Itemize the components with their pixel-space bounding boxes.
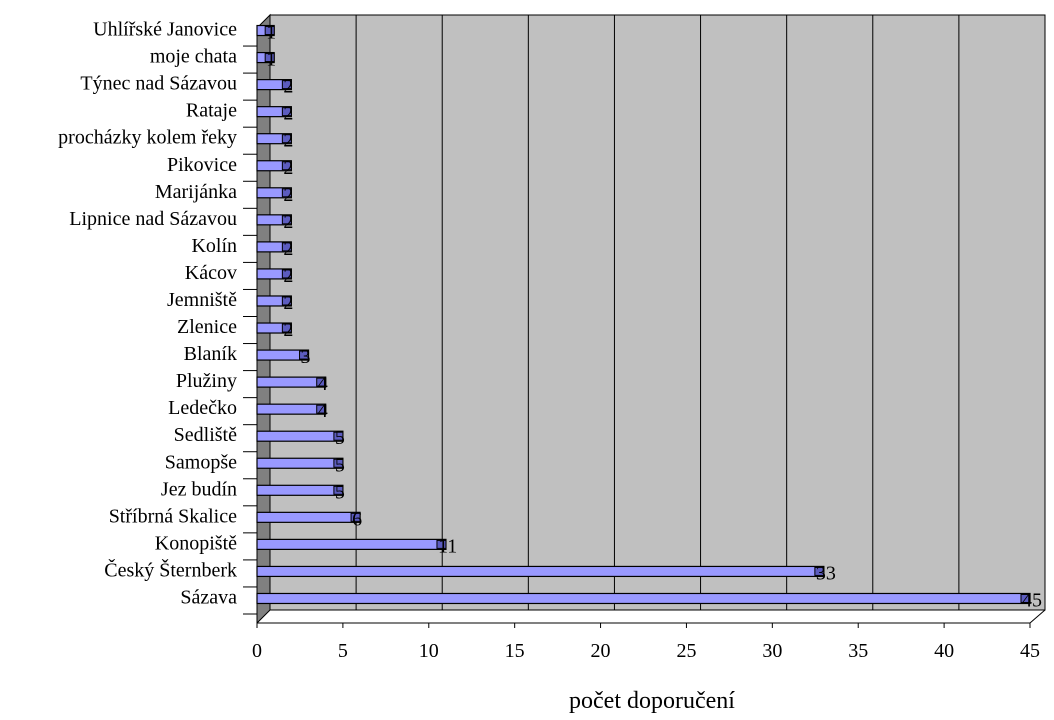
bar-end <box>1020 593 1031 603</box>
data-label: 2 <box>283 211 293 233</box>
data-label: 1 <box>266 49 276 71</box>
category-label: Rataje <box>186 100 237 122</box>
bar-end <box>264 53 275 63</box>
data-label: 2 <box>283 103 293 125</box>
data-label: 5 <box>335 481 345 503</box>
category-label: Blaník <box>184 343 237 365</box>
category-label: Týnec nad Sázavou <box>80 73 237 95</box>
x-tick-label: 45 <box>1020 640 1040 662</box>
category-label: Zlenice <box>177 316 237 338</box>
x-axis-title: počet doporučení <box>569 688 735 714</box>
bar <box>256 511 361 523</box>
data-label: 11 <box>438 535 457 557</box>
data-label: 2 <box>283 157 293 179</box>
category-label: Kácov <box>185 262 237 284</box>
category-label: Český Šternberk <box>104 557 237 581</box>
data-label: 4 <box>318 400 328 422</box>
bar-end <box>281 215 292 225</box>
category-label: Kolín <box>191 235 237 257</box>
category-label: Samopše <box>165 451 237 473</box>
x-tick-label: 30 <box>762 640 782 662</box>
category-label: Uhlířské Janovice <box>93 19 237 41</box>
x-tick-label: 0 <box>252 640 262 662</box>
category-label: Lipnice nad Sázavou <box>69 208 237 230</box>
bar <box>256 484 344 496</box>
bar-end <box>281 80 292 90</box>
x-tick-label: 10 <box>419 640 439 662</box>
data-label: 2 <box>283 130 293 152</box>
data-label: 2 <box>283 319 293 341</box>
category-label: Stříbrná Skalice <box>109 505 237 527</box>
bar-end <box>316 377 327 387</box>
category-labels: Uhlířské Janovice moje chata Týnec nad Sáz… <box>58 19 257 615</box>
bar-end <box>333 431 344 441</box>
bar <box>256 457 344 469</box>
plot-area <box>256 13 1046 625</box>
bar <box>256 376 327 388</box>
bar-end <box>281 323 292 333</box>
bar-end <box>281 296 292 306</box>
category-label: Sedliště <box>174 424 237 446</box>
bar-end <box>281 188 292 198</box>
bar-end <box>333 485 344 495</box>
bar-end <box>299 350 310 360</box>
bar-end <box>350 512 361 522</box>
bar-end <box>316 404 327 414</box>
bar-end <box>281 269 292 279</box>
bar-end <box>281 134 292 144</box>
bar <box>256 430 344 442</box>
x-tick-label: 5 <box>338 640 348 662</box>
category-label: Marijánka <box>155 181 237 203</box>
category-label: Sázava <box>180 586 237 608</box>
category-label: Plužiny <box>176 370 237 392</box>
bar <box>256 538 447 550</box>
category-label: Pikovice <box>167 154 237 176</box>
bar-end <box>814 566 825 576</box>
category-label: procházky kolem řeky <box>58 127 237 149</box>
bar-end <box>436 539 447 549</box>
x-tick-label: 20 <box>591 640 611 662</box>
data-label: 4 <box>318 373 328 395</box>
data-label: 2 <box>283 265 293 287</box>
category-label: moje chata <box>150 46 237 68</box>
data-label: 1 <box>266 22 276 44</box>
data-label: 5 <box>335 427 345 449</box>
category-label: Jez budín <box>161 478 237 500</box>
data-label: 2 <box>283 292 293 314</box>
category-label: Jemniště <box>167 289 237 311</box>
bar-end <box>281 161 292 171</box>
category-label: Ledečko <box>168 397 237 419</box>
data-label: 45 <box>1022 589 1042 611</box>
bar-end <box>264 26 275 36</box>
back-wall <box>269 14 1046 611</box>
x-tick-label: 25 <box>676 640 696 662</box>
data-label: 2 <box>283 76 293 98</box>
category-label: Konopiště <box>155 532 237 554</box>
bar <box>256 592 1031 605</box>
data-label: 2 <box>283 238 293 260</box>
x-tick-label: 15 <box>505 640 525 662</box>
bar-end <box>281 242 292 252</box>
floor-edge <box>1029 609 1046 624</box>
data-label: 3 <box>301 346 311 368</box>
bar <box>256 565 825 578</box>
x-axis-ticks: 0 5 10 15 20 25 30 35 40 45 <box>252 623 1040 662</box>
bars <box>256 24 1031 605</box>
data-label: 2 <box>283 184 293 206</box>
data-label: 5 <box>335 454 345 476</box>
x-tick-label: 35 <box>848 640 868 662</box>
data-label: 33 <box>816 562 836 584</box>
gridlines <box>355 15 1046 610</box>
x-tick-label: 40 <box>934 640 954 662</box>
bar <box>256 403 327 415</box>
bar-end <box>281 107 292 117</box>
data-label: 6 <box>352 508 362 530</box>
bar-end <box>333 458 344 468</box>
